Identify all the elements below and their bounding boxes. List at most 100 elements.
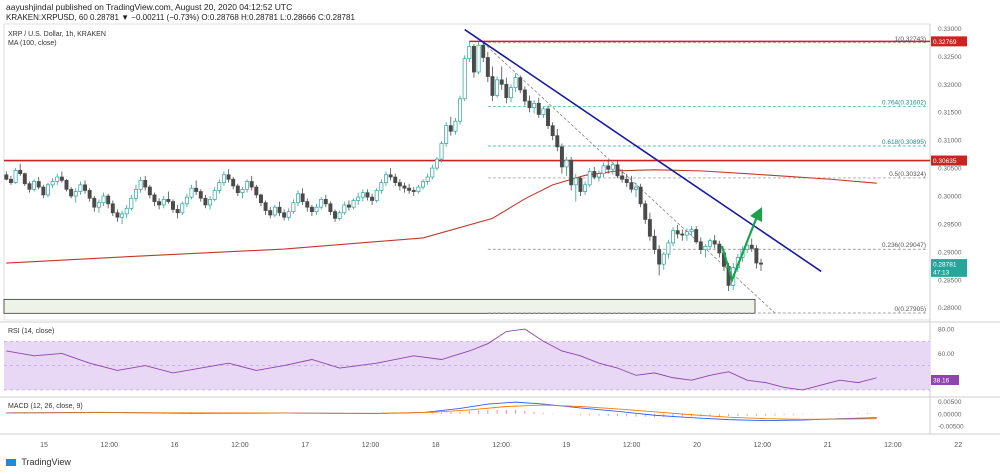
candle-body: [50, 181, 55, 186]
time-tick-label: 12:00: [754, 442, 772, 449]
candle-body: [657, 249, 662, 265]
candle-body: [397, 182, 402, 187]
tradingview-logo[interactable]: TradingView: [6, 457, 71, 467]
candle-body: [684, 231, 689, 236]
fib-level-label: 0.618(0.30895): [882, 139, 926, 146]
candle-body: [152, 194, 157, 202]
candle-body: [129, 197, 134, 209]
tradingview-brand: TradingView: [21, 457, 71, 467]
candle: [559, 143, 564, 174]
candle-body: [471, 45, 476, 73]
candle-body: [208, 199, 213, 206]
candle: [610, 162, 615, 175]
candle: [166, 191, 171, 204]
candle-body: [384, 174, 388, 183]
candle: [434, 156, 439, 171]
candle-body: [675, 230, 680, 235]
candle: [161, 196, 166, 209]
price-legend: XRP / U.S. Dollar, 1h, KRAKEN: [8, 31, 106, 38]
candle: [96, 199, 101, 213]
candle: [342, 201, 347, 216]
candle: [629, 175, 634, 193]
price-tick-label: 0.29000: [938, 249, 962, 256]
candle: [606, 160, 611, 174]
candle-body: [36, 181, 41, 188]
candle: [245, 179, 250, 193]
candle-body: [481, 44, 486, 58]
candle: [249, 175, 254, 191]
price-tick-label: 0.28000: [938, 305, 962, 312]
candle-body: [615, 164, 620, 177]
candle: [402, 182, 407, 193]
candle: [360, 189, 365, 202]
candle-body: [106, 195, 111, 205]
time-tick-label: 19: [563, 442, 571, 449]
candle-body: [749, 244, 754, 249]
candle-body: [458, 98, 463, 122]
candle-body: [342, 204, 347, 214]
candle: [319, 197, 324, 210]
candle-body: [620, 175, 625, 180]
candle: [411, 187, 416, 197]
candle-body: [559, 146, 564, 168]
candle-body: [157, 201, 162, 206]
candle-body: [592, 171, 597, 178]
candle-body: [27, 183, 32, 190]
candle: [143, 175, 148, 191]
candle: [4, 171, 9, 181]
candle-body: [698, 241, 703, 250]
candle-body: [254, 186, 259, 196]
candle-body: [671, 230, 676, 244]
candle: [550, 122, 555, 141]
candle: [592, 166, 597, 180]
candle-body: [166, 199, 171, 202]
time-tick-label: 16: [171, 442, 179, 449]
candle: [388, 168, 393, 181]
candle-body: [87, 190, 92, 199]
rsi-tick-label: 80.00: [938, 327, 955, 334]
candle-body: [245, 181, 250, 190]
candle: [124, 204, 129, 219]
candle: [55, 173, 60, 185]
candle: [661, 251, 666, 270]
candle-body: [59, 176, 64, 181]
candle: [277, 201, 282, 217]
candle: [106, 193, 111, 209]
candle: [157, 198, 162, 210]
candle-body: [41, 186, 46, 196]
fib-level-label: 0.764(0.31602): [882, 100, 926, 107]
candle-body: [509, 87, 513, 99]
candle: [587, 168, 592, 188]
candle: [527, 95, 532, 113]
candle-body: [689, 229, 694, 233]
candle-body: [194, 187, 199, 192]
candle-body: [680, 233, 685, 236]
candle: [337, 210, 342, 221]
support-zone: [3, 298, 756, 314]
candle-body: [638, 186, 643, 205]
candle: [333, 209, 338, 222]
tradingview-logo-icon: [6, 459, 16, 467]
bearish-trend-line: [464, 28, 822, 273]
candle-body: [513, 77, 518, 89]
symbol-info: KRAKEN:XRPUSD, 60 0.28781 ▼ −0.00211 (−0…: [6, 13, 355, 22]
candle-body: [147, 186, 152, 196]
candle-body: [708, 240, 713, 247]
candle-body: [421, 181, 425, 188]
candle-body: [337, 212, 342, 219]
macd-tick-label: 0.00500: [938, 399, 962, 406]
candle-body: [319, 199, 324, 208]
candle: [171, 199, 175, 213]
candle-body: [379, 182, 384, 191]
price-pane: [3, 23, 931, 321]
candle: [87, 188, 92, 202]
candle-body: [217, 182, 222, 191]
candle-body: [138, 180, 143, 190]
candle-body: [541, 108, 546, 115]
candle: [32, 179, 37, 192]
price-badge-label: 0.32769: [933, 39, 957, 46]
candle: [282, 209, 287, 221]
candle-body: [606, 165, 611, 170]
time-tick-label: 12:00: [362, 442, 380, 449]
